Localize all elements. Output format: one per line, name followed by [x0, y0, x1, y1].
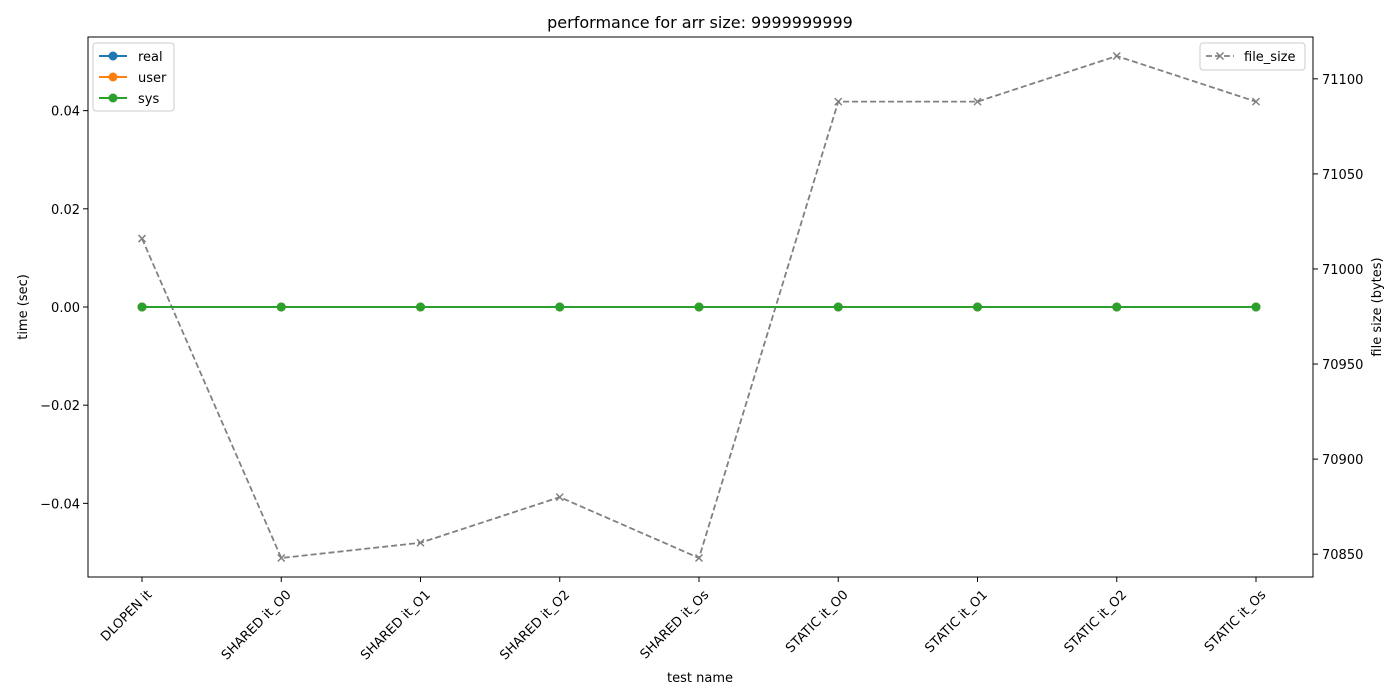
data-point-file_size — [973, 97, 982, 106]
data-point-file_size — [834, 97, 843, 106]
y-tick-label: 0.02 — [51, 203, 80, 218]
y2-tick-label: 70850 — [1322, 548, 1363, 563]
data-point-sys — [833, 302, 843, 312]
legend-right-box — [1199, 42, 1306, 71]
data-point-sys — [1112, 302, 1122, 312]
data-point-sys — [555, 302, 565, 312]
data-point-sys — [416, 302, 425, 312]
legend-right: file_size — [1199, 42, 1306, 71]
y-tick-label: 0.04 — [51, 105, 80, 120]
data-point-file_size — [416, 538, 425, 547]
legend-marker-real — [108, 51, 118, 61]
data-point-sys — [973, 302, 982, 312]
y2-tick-label: 71100 — [1322, 73, 1363, 88]
legend-left: real user sys — [92, 42, 175, 112]
data-point-file_size — [277, 553, 286, 563]
x-axis-label: test name — [667, 671, 733, 686]
legend-marker-file_size — [1215, 51, 1225, 61]
y-tick-label: −0.02 — [40, 399, 80, 414]
data-point-file_size — [1251, 97, 1261, 106]
data-point-file_size — [694, 553, 704, 563]
data-point-sys — [1251, 302, 1261, 312]
y2-axis-label: file size (bytes) — [1370, 257, 1385, 356]
x-tick-label: SHARED it_O0 — [219, 588, 295, 664]
data-point-file_size — [1112, 51, 1121, 61]
y-tick-label: 0.00 — [51, 301, 80, 316]
chart-title: performance for arr size: 9999999999 — [547, 13, 853, 32]
legend-marker-user — [108, 72, 118, 82]
y2-tick-label: 71000 — [1322, 263, 1363, 278]
y2-tick-label: 71050 — [1322, 168, 1363, 183]
data-point-sys — [137, 302, 147, 312]
legend-label-real: real — [138, 50, 163, 65]
y-axis-label: time (sec) — [16, 274, 31, 340]
y2-tick-label: 70900 — [1322, 453, 1363, 468]
x-tick-label: STATIC it_Os — [1202, 588, 1270, 656]
legend-label-user: user — [138, 71, 167, 86]
x-tick-label: DLOPEN it — [98, 588, 155, 645]
x-tick-label: SHARED it_Os — [638, 588, 713, 663]
x-tick-label: STATIC it_O2 — [1062, 588, 1130, 656]
y2-tick-label: 70950 — [1322, 358, 1363, 373]
x-tick-label: STATIC it_O0 — [783, 588, 851, 656]
y-tick-label: −0.04 — [40, 497, 80, 512]
data-point-file_size — [137, 234, 147, 243]
x-tick-label: SHARED it_O1 — [358, 588, 434, 664]
data-point-file_size — [555, 493, 564, 502]
data-point-sys — [694, 302, 704, 312]
plot-area: DLOPEN it SHARED it_O0 SHARED it_O1 SHARED … — [40, 36, 1363, 664]
x-tick-label: SHARED it_O2 — [497, 588, 573, 664]
legend-marker-sys — [108, 93, 118, 103]
legend-label-sys: sys — [138, 92, 159, 107]
x-tick-label: STATIC it_O1 — [922, 588, 990, 656]
data-point-sys — [276, 302, 286, 312]
legend-label-file_size: file_size — [1244, 50, 1296, 65]
